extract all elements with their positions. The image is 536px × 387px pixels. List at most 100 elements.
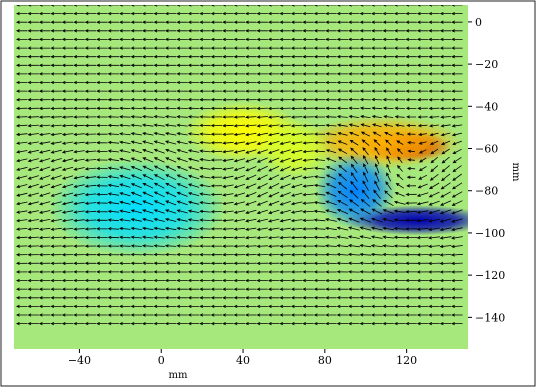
velocity-arrow bbox=[256, 115, 268, 119]
velocity-arrow bbox=[15, 278, 28, 283]
velocity-arrow bbox=[61, 98, 74, 102]
velocity-arrow bbox=[119, 183, 131, 188]
velocity-arrow bbox=[153, 97, 165, 102]
velocity-arrow bbox=[153, 106, 165, 110]
velocity-arrow bbox=[313, 175, 326, 179]
velocity-arrow bbox=[199, 261, 211, 265]
velocity-arrow bbox=[130, 5, 142, 7]
velocity-arrow bbox=[84, 270, 97, 274]
velocity-arrow bbox=[130, 304, 142, 309]
velocity-arrow bbox=[302, 278, 314, 283]
velocity-arrow bbox=[338, 173, 347, 181]
velocity-arrow bbox=[96, 244, 108, 248]
velocity-arrow bbox=[382, 321, 394, 326]
velocity-arrow bbox=[233, 278, 246, 283]
velocity-arrow bbox=[153, 157, 165, 163]
velocity-arrow bbox=[371, 20, 383, 24]
velocity-arrow bbox=[107, 235, 120, 240]
velocity-arrow bbox=[279, 209, 291, 214]
velocity-arrow bbox=[176, 313, 188, 317]
velocity-arrow bbox=[336, 115, 348, 119]
velocity-arrow bbox=[416, 89, 429, 93]
velocity-arrow bbox=[279, 124, 291, 128]
velocity-arrow bbox=[61, 218, 74, 223]
velocity-arrow bbox=[359, 304, 371, 309]
velocity-arrow bbox=[428, 227, 440, 231]
velocity-arrow bbox=[428, 304, 440, 309]
velocity-arrow bbox=[222, 296, 234, 300]
velocity-arrow bbox=[256, 29, 268, 33]
velocity-arrow bbox=[393, 11, 406, 16]
velocity-arrow bbox=[428, 37, 440, 42]
velocity-arrow bbox=[233, 106, 246, 111]
velocity-arrow bbox=[199, 140, 211, 145]
velocity-arrow bbox=[256, 304, 268, 309]
velocity-arrow bbox=[27, 304, 39, 309]
velocity-arrow bbox=[165, 132, 177, 136]
velocity-arrow bbox=[428, 287, 440, 291]
velocity-arrow bbox=[393, 227, 406, 231]
velocity-arrow bbox=[337, 132, 348, 136]
velocity-arrow bbox=[382, 63, 394, 67]
velocity-arrow bbox=[210, 296, 223, 300]
velocity-arrow bbox=[336, 55, 349, 59]
velocity-arrow bbox=[302, 192, 314, 197]
velocity-arrow bbox=[313, 270, 326, 274]
velocity-arrow bbox=[38, 313, 51, 317]
velocity-arrow bbox=[233, 261, 246, 266]
velocity-arrow bbox=[153, 63, 165, 67]
velocity-arrow bbox=[279, 261, 291, 266]
velocity-arrow bbox=[393, 304, 406, 309]
velocity-arrow bbox=[61, 5, 74, 7]
velocity-arrow bbox=[396, 173, 404, 181]
velocity-arrow bbox=[348, 226, 360, 231]
velocity-arrow bbox=[233, 141, 246, 145]
velocity-arrow bbox=[222, 167, 234, 171]
velocity-arrow bbox=[359, 5, 371, 7]
velocity-arrow bbox=[176, 98, 188, 102]
velocity-arrow bbox=[360, 123, 371, 128]
velocity-arrow bbox=[84, 80, 97, 85]
velocity-arrow bbox=[347, 235, 360, 239]
velocity-arrow bbox=[199, 63, 211, 67]
velocity-arrow bbox=[302, 98, 314, 102]
velocity-arrow bbox=[222, 80, 234, 85]
velocity-arrow bbox=[406, 123, 416, 128]
velocity-arrow bbox=[187, 123, 200, 128]
velocity-arrow bbox=[153, 140, 165, 145]
velocity-arrow bbox=[405, 46, 417, 50]
velocity-arrow bbox=[302, 313, 314, 317]
velocity-arrow bbox=[371, 46, 383, 50]
velocity-arrow bbox=[348, 321, 360, 326]
velocity-arrow bbox=[313, 115, 326, 119]
velocity-arrow bbox=[290, 11, 303, 16]
velocity-arrow bbox=[439, 261, 452, 266]
velocity-arrow bbox=[130, 157, 142, 163]
velocity-arrow bbox=[279, 29, 291, 33]
velocity-arrow bbox=[130, 149, 142, 154]
field-region-weak-positive bbox=[257, 118, 331, 179]
velocity-arrow bbox=[38, 244, 51, 248]
velocity-arrow bbox=[348, 208, 360, 215]
velocity-arrow bbox=[382, 46, 394, 50]
velocity-arrow bbox=[27, 20, 39, 24]
velocity-arrow bbox=[73, 227, 85, 231]
velocity-arrow bbox=[439, 98, 452, 102]
velocity-arrow bbox=[290, 270, 303, 274]
velocity-arrow bbox=[107, 72, 119, 76]
velocity-arrow bbox=[38, 321, 51, 326]
field-region-negative bbox=[48, 158, 226, 257]
velocity-arrow bbox=[27, 183, 39, 189]
velocity-arrow bbox=[416, 244, 429, 248]
velocity-arrow bbox=[451, 72, 463, 76]
velocity-arrow bbox=[405, 270, 418, 274]
velocity-arrow bbox=[279, 321, 291, 326]
velocity-arrow bbox=[405, 192, 417, 197]
velocity-arrow bbox=[84, 278, 97, 283]
velocity-arrow bbox=[279, 287, 291, 291]
velocity-arrow bbox=[233, 227, 246, 231]
velocity-arrow bbox=[96, 55, 108, 59]
velocity-arrow bbox=[96, 72, 108, 76]
velocity-arrow bbox=[395, 183, 405, 189]
velocity-arrow bbox=[141, 296, 154, 300]
